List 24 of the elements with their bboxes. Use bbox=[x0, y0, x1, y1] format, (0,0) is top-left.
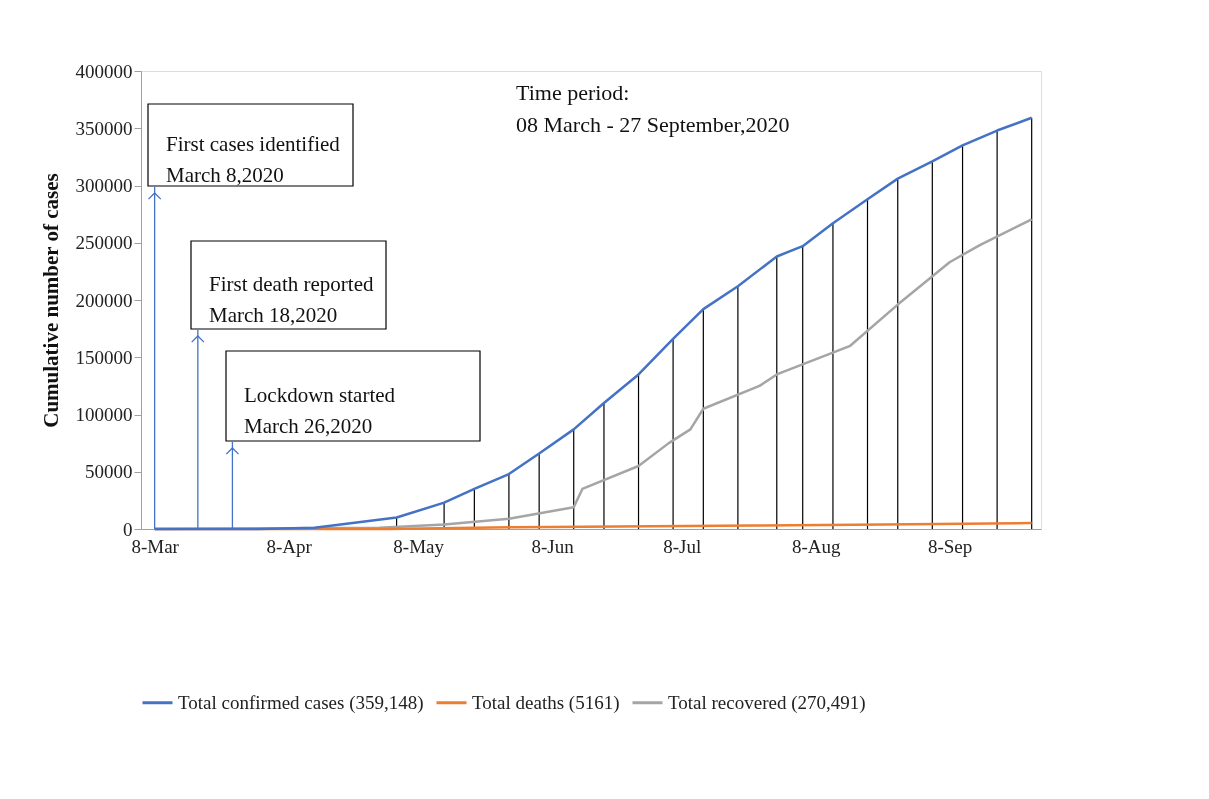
x-tick-label: 8-Jul bbox=[663, 535, 702, 557]
legend-label: Total confirmed cases (359,148) bbox=[178, 691, 424, 714]
annotation: First cases identified March 8,2020 bbox=[166, 132, 341, 187]
annotation: Time period: 08 March - 27 September,2020 bbox=[516, 80, 790, 137]
y-tick-label: 200000 bbox=[75, 289, 133, 311]
legend-label: Total deaths (5161) bbox=[472, 691, 620, 714]
y-tick-label: 400000 bbox=[75, 60, 133, 82]
x-tick-label: 8-Jun bbox=[531, 535, 575, 557]
legend-label: Total recovered (270,491) bbox=[668, 691, 866, 714]
y-tick-label: 0 bbox=[123, 518, 133, 540]
annotation: Lockdown started March 26,2020 bbox=[244, 383, 396, 438]
y-tick-label: 150000 bbox=[75, 346, 133, 368]
x-tick-label: 8-May bbox=[393, 535, 445, 557]
annotation: First death reported March 18,2020 bbox=[209, 272, 374, 327]
y-tick-label: 300000 bbox=[75, 175, 133, 196]
x-tick-label: 8-Mar bbox=[131, 535, 180, 557]
y-tick-label: 250000 bbox=[75, 232, 133, 254]
y-tick-label: 350000 bbox=[75, 117, 133, 139]
y-tick-label: 100000 bbox=[75, 404, 133, 425]
y-axis-title: Cumulative number of cases bbox=[38, 173, 63, 428]
x-tick-label: 8-Aug bbox=[791, 535, 841, 557]
y-tick-label: 50000 bbox=[85, 461, 133, 483]
x-tick-label: 8-Sep bbox=[927, 535, 973, 557]
x-tick-label: 8-Apr bbox=[266, 535, 313, 557]
